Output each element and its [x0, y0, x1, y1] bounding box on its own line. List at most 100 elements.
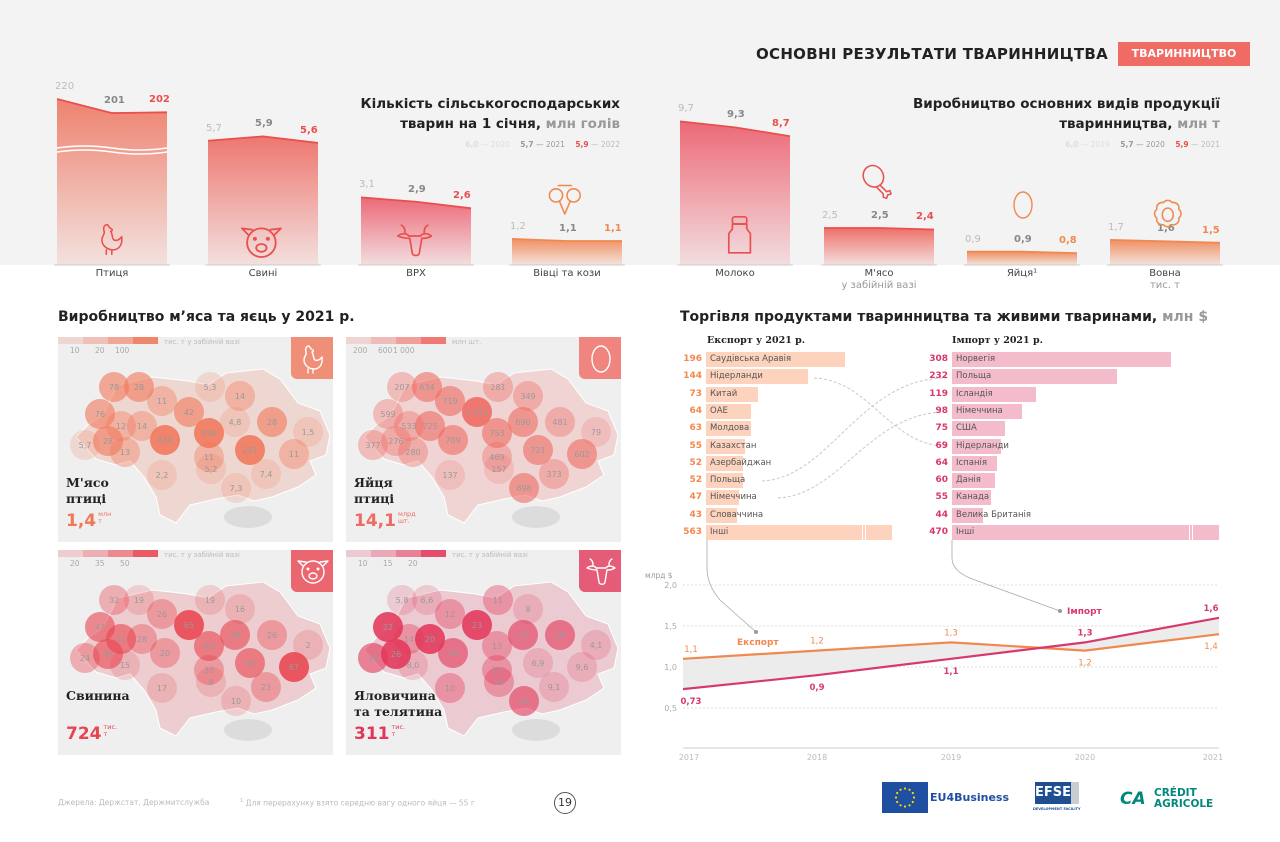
region-shape: [545, 407, 575, 437]
region-value: 137: [442, 471, 457, 480]
region-shape: [85, 399, 115, 429]
legend-swatch: [346, 550, 371, 557]
region-shape: [462, 397, 492, 427]
milk-can-icon: [727, 215, 752, 254]
egg-icon: [591, 345, 611, 373]
credit-agricole-logo: CRÉDIT AGRICOLE: [1154, 787, 1214, 810]
region-value: 6,9: [532, 659, 545, 668]
value-label: 5,6: [300, 124, 318, 136]
import-country: Данія: [956, 475, 981, 486]
value-label: 2,5: [871, 210, 889, 221]
export-row: 196 Саудівська Аравія: [666, 352, 966, 367]
data-label: 1,3: [1077, 628, 1092, 638]
map-card: 200 600 1 000 млн шт. 207 634 719 281 349 599 533 7…: [346, 337, 621, 542]
pig-icon: [297, 560, 329, 584]
region-value: 241: [242, 446, 257, 455]
value-label: 9,3: [727, 109, 745, 121]
import-value: 470: [929, 527, 948, 537]
legend-tick: 200: [353, 346, 368, 355]
legend-swatch: [396, 337, 421, 344]
production-legend: 6,0 — 2019 5,7 — 2020 5,9 — 2021: [1065, 140, 1220, 149]
region-shape: [484, 454, 514, 484]
cow-icon: [396, 224, 433, 257]
region-value: 26: [267, 631, 277, 640]
import-series-label: Імпорт: [1067, 607, 1103, 617]
region-value: 721: [530, 446, 545, 455]
import-value: 64: [935, 457, 948, 468]
import-row: 470 Інші: [912, 525, 1219, 540]
import-country: Нідерланди: [956, 440, 1009, 451]
import-bar: [952, 455, 998, 471]
region-shape: [435, 460, 465, 490]
region-shape: [147, 673, 177, 703]
area-top-line: [207, 135, 319, 144]
livestock-unit: млн голів: [545, 116, 620, 132]
value-label: 1,1: [604, 223, 622, 235]
export-value: 144: [683, 371, 702, 382]
x-tick-label: 2018: [807, 753, 827, 762]
export-country: Азербайджан: [710, 457, 772, 468]
region-value: 5,2: [205, 465, 218, 474]
area-chart-svg: [54, 98, 625, 266]
data-label: 1,2: [1078, 659, 1092, 669]
eu-star: [911, 800, 914, 804]
area-top-line: [360, 196, 472, 210]
region-value: 4,1: [590, 641, 603, 650]
import-country: США: [956, 423, 977, 434]
region-shape: [257, 407, 287, 437]
map-total: 1,4 млн т: [66, 510, 112, 532]
export-row: 144 Нідерланди: [666, 369, 966, 385]
region-value: 15: [518, 631, 528, 640]
region-shape: [196, 454, 226, 484]
production-unit: млн т: [1177, 116, 1220, 132]
export-country: ОАЕ: [710, 405, 728, 416]
region-value: 5,7: [79, 441, 92, 450]
legend-swatch: [58, 337, 83, 344]
region-value: 20: [160, 649, 170, 658]
region-value: 481: [552, 418, 567, 427]
region-value: 79: [591, 428, 601, 437]
page-number: 19: [554, 792, 576, 814]
region-value: 373: [546, 470, 561, 479]
region-shape: [235, 648, 265, 678]
drumstick-icon: [862, 164, 892, 200]
region-value: 14: [137, 422, 147, 431]
region-shape: [483, 585, 513, 615]
import-country: Велика Британія: [956, 509, 1032, 520]
export-connector: [706, 540, 757, 633]
region-shape: [387, 585, 417, 615]
region-value: 7,3: [230, 484, 243, 493]
import-bar: [952, 525, 1219, 540]
value-label: 5,7: [206, 122, 222, 134]
export-bar: [706, 386, 758, 402]
export-value: 63: [689, 423, 702, 434]
livestock-legend: 6,0 — 2020 5,7 — 2021 5,9 — 2022: [465, 140, 620, 149]
region-shape: [293, 630, 323, 660]
region-value: 9,6: [576, 663, 589, 672]
area-3: [1110, 239, 1220, 265]
legend-swatch: [396, 550, 421, 557]
region-value: 28: [134, 383, 144, 392]
import-country: Норвегія: [956, 354, 996, 364]
region-shape: [150, 425, 180, 455]
legend-swatch: [371, 337, 396, 344]
region-shape: [110, 650, 140, 680]
region-value: 13: [492, 642, 502, 651]
import-bar: [952, 369, 1117, 385]
map-total-unit: млрд шт.: [397, 510, 416, 525]
region-value: 14: [235, 392, 245, 401]
livestock-title-line1: Кількість сільськогосподарських: [360, 96, 620, 112]
region-shape: [220, 407, 250, 437]
region-value: 276: [388, 437, 403, 446]
category-label: Вівці та кози: [533, 268, 601, 279]
page-title: ОСНОВНІ РЕЗУЛЬТАТИ ТВАРИННИЦТВА: [755, 45, 1108, 63]
region-shape: [483, 372, 513, 402]
region-value: 40: [245, 659, 255, 668]
region-value: 18: [555, 631, 565, 640]
export-country: Німеччина: [710, 492, 757, 503]
region-value: 634: [419, 383, 434, 392]
map-icon-box: [579, 337, 621, 379]
import-row: 232 Польща: [912, 369, 1212, 385]
region-value: 10: [494, 678, 504, 687]
